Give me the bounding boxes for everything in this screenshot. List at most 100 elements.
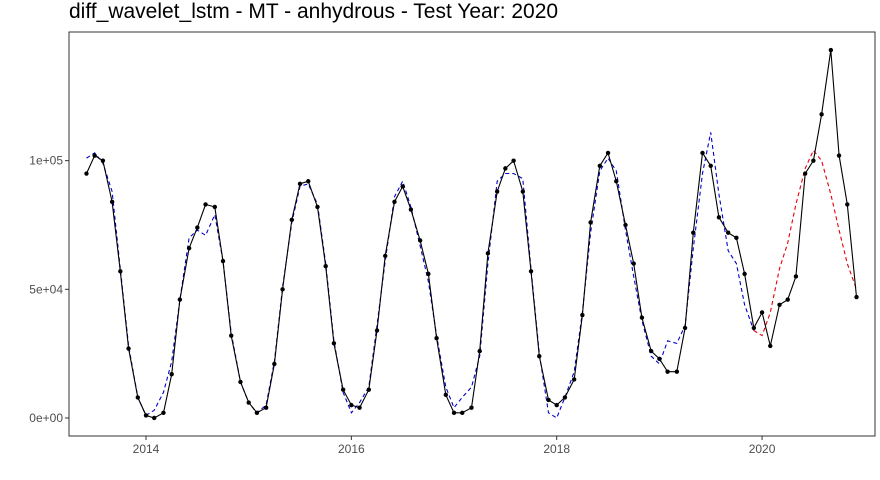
actual-point <box>323 263 328 269</box>
y-tick-label: 5e+04 <box>29 282 63 296</box>
actual-point <box>374 328 380 333</box>
actual-point <box>725 230 731 235</box>
actual-point <box>477 348 482 354</box>
actual-point <box>494 189 500 194</box>
chart-title: diff_wavelet_lstm - MT - anhydrous - Tes… <box>69 0 559 23</box>
actual-point <box>742 271 747 277</box>
actual-point <box>417 238 423 243</box>
actual-point <box>759 310 765 315</box>
actual-point <box>700 150 705 156</box>
actual-point <box>785 297 790 302</box>
actual-point <box>84 171 89 176</box>
actual-point <box>212 204 217 210</box>
actual-point <box>434 336 439 341</box>
actual-point <box>562 395 568 400</box>
plot-panel <box>68 31 876 437</box>
actual-point <box>828 47 834 53</box>
actual-point <box>546 397 551 403</box>
actual-point <box>854 294 859 300</box>
actual-point <box>751 325 757 331</box>
actual-point <box>169 372 174 377</box>
actual-point <box>451 410 457 416</box>
actual-point <box>177 297 183 302</box>
actual-point <box>109 199 115 205</box>
y-tick-label: 1e+05 <box>29 154 63 168</box>
actual-point <box>734 235 739 241</box>
actual-point <box>229 333 234 338</box>
series-layer <box>84 47 859 421</box>
actual-point <box>340 387 346 392</box>
actual-point <box>537 354 542 359</box>
actual-point <box>426 271 431 277</box>
actual-point <box>836 153 842 158</box>
actual-point <box>793 274 799 279</box>
actual-point <box>777 302 782 307</box>
x-tick-label: 2016 <box>338 442 365 456</box>
actual-point <box>716 215 722 220</box>
actual-point <box>203 202 208 207</box>
actual-point <box>520 189 526 194</box>
actual-point <box>665 369 670 374</box>
actual-point <box>263 405 269 410</box>
actual-point <box>605 150 611 156</box>
actual-point <box>511 158 516 163</box>
actual-point <box>485 251 491 256</box>
actual-point <box>161 410 166 416</box>
actual-point <box>648 348 654 354</box>
actual-point <box>220 258 226 264</box>
actual-point <box>126 346 131 351</box>
actual-point <box>238 379 243 385</box>
actual-point <box>186 245 192 251</box>
x-tick-label: 2018 <box>543 442 570 456</box>
y-tick-label: 0e+00 <box>29 411 63 425</box>
axis-layer <box>65 160 763 440</box>
actual-point <box>118 269 123 274</box>
actual-point <box>443 392 449 398</box>
actual-point <box>254 410 260 416</box>
actual-point <box>623 222 628 228</box>
actual-point <box>366 387 372 392</box>
actual-point <box>682 325 688 331</box>
actual-point <box>152 415 157 421</box>
actual-point <box>357 405 362 410</box>
actual-point <box>768 343 773 349</box>
actual-point <box>845 202 850 207</box>
actual-point <box>802 171 808 176</box>
actual-point <box>657 356 662 362</box>
actual-point <box>280 287 285 292</box>
actual-point <box>819 112 824 117</box>
x-tick-label: 2020 <box>749 442 776 456</box>
actual-point <box>349 402 354 408</box>
actual-point <box>272 361 277 367</box>
actual-point <box>92 153 97 158</box>
actual-point <box>571 377 577 382</box>
actual-point <box>100 158 106 163</box>
actual-point <box>246 400 251 405</box>
actual-point <box>135 395 140 400</box>
x-tick-label: 2014 <box>133 442 160 456</box>
tick-label-layer: 2014 2016 2018 2020 0e+00 5e+04 1e+05 <box>29 154 775 456</box>
actual-point <box>597 163 603 169</box>
actual-point <box>580 312 585 318</box>
actual-point <box>331 341 337 346</box>
actual-point <box>503 166 508 171</box>
actual-point <box>195 225 200 230</box>
actual-point <box>143 413 149 418</box>
actual-point <box>674 369 680 374</box>
actual-point <box>588 220 593 225</box>
actual-point <box>554 402 559 408</box>
actual-point <box>392 199 397 205</box>
actual-point <box>811 158 816 163</box>
actual-point <box>528 269 534 274</box>
actual-point <box>614 179 619 184</box>
actual-point <box>469 405 474 410</box>
forecast-series-line <box>753 149 858 337</box>
actual-point <box>306 179 311 184</box>
actual-point <box>383 253 388 259</box>
actual-point <box>315 204 320 210</box>
fitted-series-line <box>86 132 755 419</box>
actual-point <box>289 217 295 223</box>
actual-point <box>460 410 465 416</box>
